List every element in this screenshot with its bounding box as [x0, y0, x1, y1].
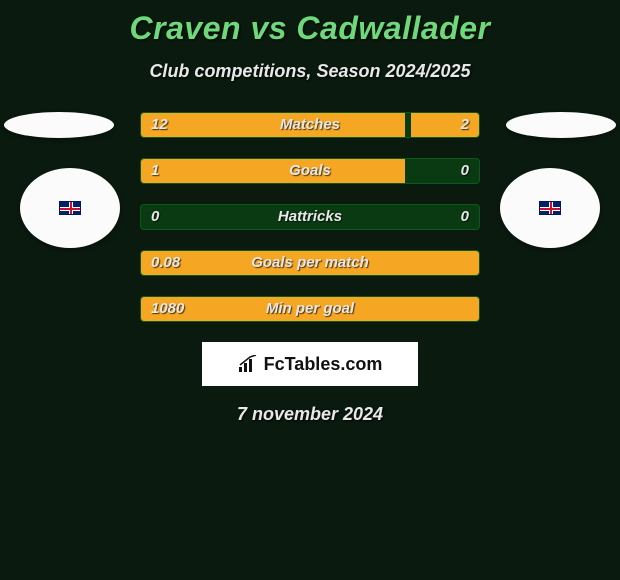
stat-row: 0.08Goals per match	[140, 250, 480, 276]
comparison-stage: 122Matches 10Goals 00Hattricks 0.08Goals pe…	[0, 112, 620, 425]
stat-bars: 122Matches 10Goals 00Hattricks 0.08Goals pe…	[140, 112, 480, 322]
stat-row: 00Hattricks	[140, 204, 480, 230]
source-logo: FcTables.com	[202, 342, 418, 386]
logo-text: FcTables.com	[264, 354, 383, 375]
chart-icon	[238, 355, 260, 373]
flag-icon	[59, 201, 81, 215]
stat-label: Hattricks	[141, 205, 479, 229]
stat-row: 10Goals	[140, 158, 480, 184]
player-right-shadow	[506, 112, 616, 138]
player-left-badge	[20, 168, 120, 248]
stat-row: 122Matches	[140, 112, 480, 138]
page-title: Craven vs Cadwallader	[0, 0, 620, 47]
stat-label: Goals	[141, 159, 479, 183]
stat-label: Goals per match	[141, 251, 479, 275]
flag-icon	[539, 201, 561, 215]
player-left-shadow	[4, 112, 114, 138]
stat-row: 1080Min per goal	[140, 296, 480, 322]
stat-label: Min per goal	[141, 297, 479, 321]
player-right-badge	[500, 168, 600, 248]
date-label: 7 november 2024	[0, 404, 620, 425]
subtitle: Club competitions, Season 2024/2025	[0, 61, 620, 82]
stat-label: Matches	[141, 113, 479, 137]
